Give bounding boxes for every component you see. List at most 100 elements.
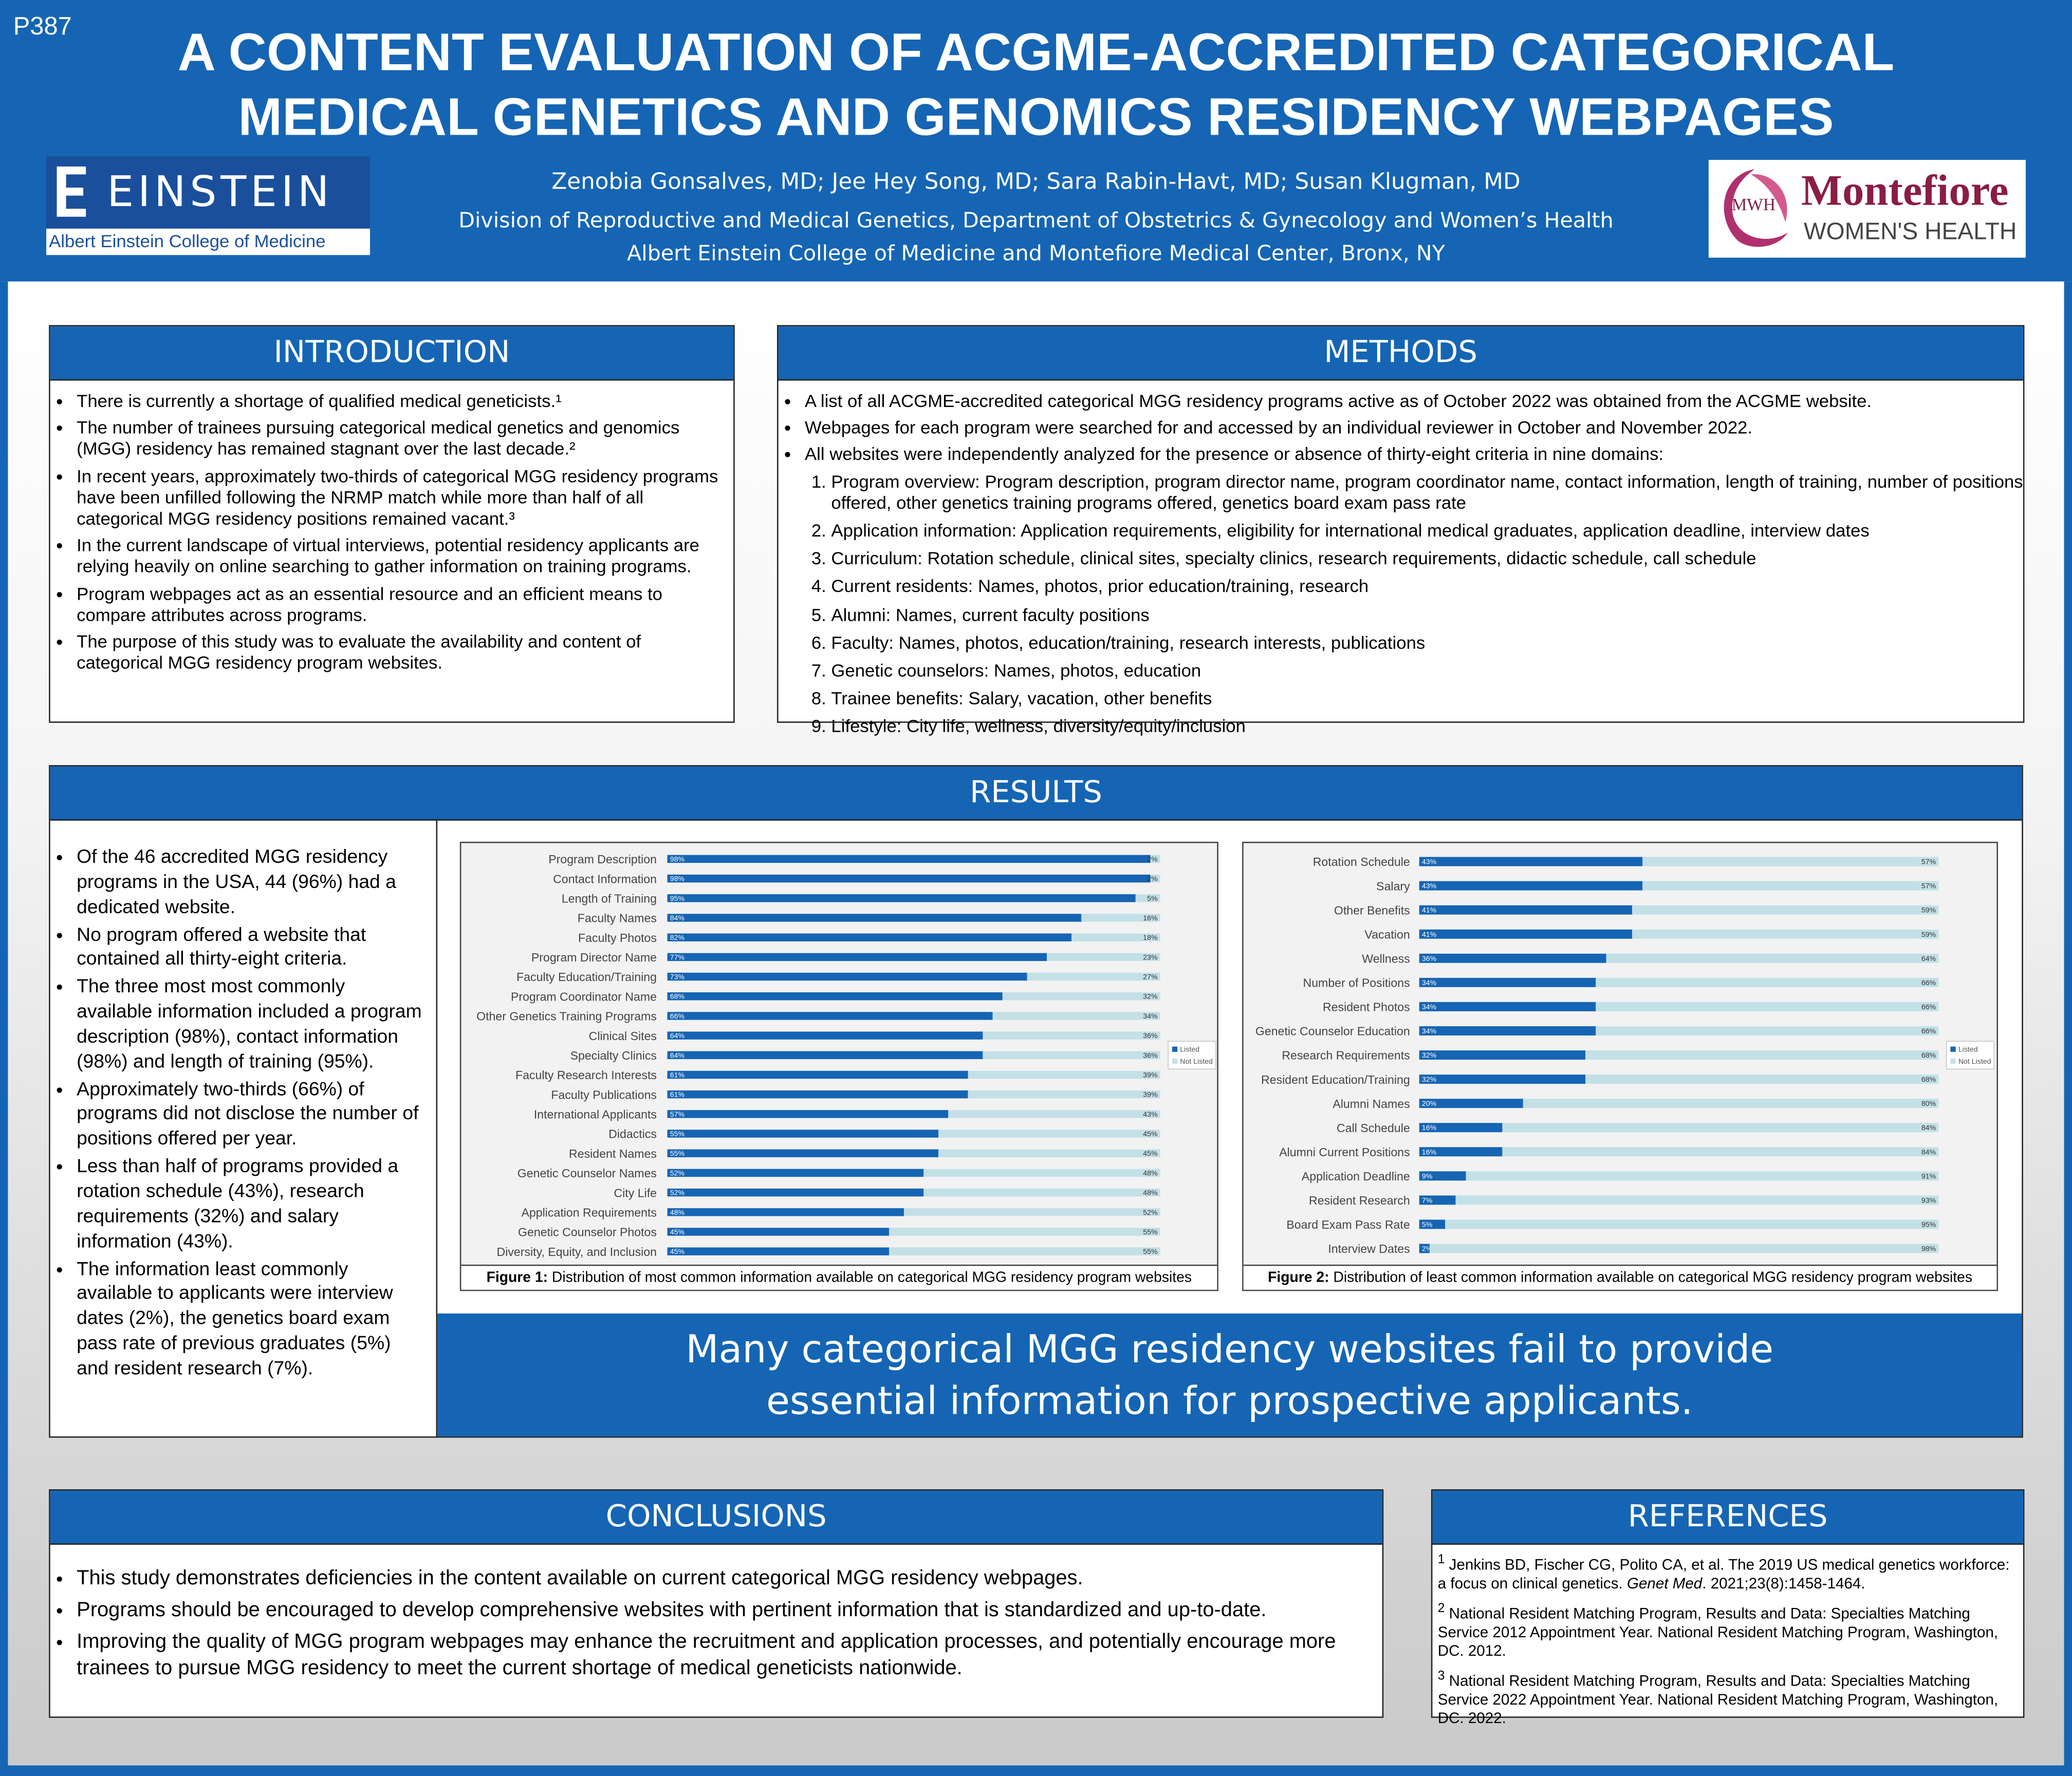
category-label: Faculty Research Interests [515,1068,657,1082]
bar-segment [1419,977,1596,987]
reference-marker: 2 [1437,1601,1445,1616]
category-label: Faculty Publications [551,1088,657,1101]
reference-text: National Resident Matching Program, Resu… [1437,1606,1999,1660]
list-item: Approximately two-thirds (66%) of progra… [77,1078,425,1152]
bar-segment [983,1031,1160,1040]
bar-segment [992,1012,1160,1020]
category-label: Genetic Counselor Names [517,1167,657,1180]
bar-segment [889,1228,1160,1236]
category-label: Program Director Name [531,951,657,964]
value-label: 57% [1921,882,1936,890]
bar-segment [1419,1147,1503,1157]
list-item: Lifestyle: City life, wellness, diversit… [831,716,2023,738]
value-label: 68% [670,992,685,1001]
value-label: 64% [670,1051,685,1059]
bar-segment [1081,914,1160,922]
list-item: This study demonstrates deficiencies in … [77,1566,1372,1593]
list-item: The number of trainees pursuing categori… [77,418,723,460]
bar-segment [1596,1026,1939,1035]
bar-segment [1502,1147,1939,1157]
bar-segment [938,1149,1160,1157]
list-item: Less than half of programs provided a ro… [77,1155,425,1255]
value-label: 45% [670,1247,685,1255]
bar-segment [1071,933,1160,941]
category-label: Application Deadline [1302,1170,1410,1183]
value-label: 66% [1921,978,1936,987]
bar-segment [667,953,1047,961]
logo-subtitle: Albert Einstein College of Medicine [49,231,326,251]
bar-segment [1523,1099,1939,1108]
value-label: 91% [1921,1172,1936,1180]
bar-segment [1419,929,1633,939]
figure: Figure 1: Distribution of most common in… [459,842,1218,1291]
value-label: 41% [1422,930,1437,938]
reference: 3 National Resident Matching Program, Re… [1438,1669,2015,1729]
bullet-list: This study demonstrates deficiencies in … [50,1545,1382,1683]
category-label: Genetic Counselor Photos [518,1226,657,1239]
bar-segment [667,992,1003,1001]
logo-name: EINSTEIN [107,166,334,217]
affiliation: Division of Reproductive and Medical Gen… [0,203,2072,270]
reference: 2 National Resident Matching Program, Re… [1438,1601,2015,1661]
category-label: International Applicants [534,1108,657,1121]
value-label: 7% [1422,1196,1433,1204]
bar-segment [667,1051,983,1059]
reference-text: Jenkins BD, Fischer CG, Polito CA, et al… [1437,1558,2010,1593]
bar-segment [1596,977,1939,987]
category-label: Resident Photos [1323,1001,1410,1014]
figure-caption: Figure 1: Distribution of most common in… [461,1264,1217,1290]
bar-segment [667,1130,939,1138]
category-label: Interview Dates [1328,1242,1410,1255]
section-heading: CONCLUSIONS [50,1490,1382,1545]
category-label: Didactics [608,1127,657,1141]
chart: Program Description 98% 2% Contact Informat… [476,853,1216,1259]
value-label: 2% [1147,875,1158,883]
value-label: 68% [1921,1051,1936,1059]
bar-segment [1419,1002,1596,1011]
chart: Rotation Schedule 43% 57% Salary 43% 57% Other… [1255,855,1994,1255]
list-item: No program offered a website that contai… [77,923,425,973]
bar-segment [1585,1050,1939,1060]
conclusions-panel: CONCLUSIONS This study demonstrates defi… [49,1489,1384,1718]
bar-segment [1632,905,1939,915]
bar-segment [667,855,1151,863]
affiliation-line: Division of Reproductive and Medical Gen… [458,207,1614,233]
value-label: 55% [1143,1247,1158,1255]
logo-emblem [57,166,86,217]
title: A CONTENT EVALUATION OF ACGME-ACCREDITED… [0,21,2072,151]
list-item: Program overview: Program description, p… [831,471,2023,514]
einstein-logo: EINSTEIN Albert Einstein College of Medi… [46,156,370,255]
value-label: 52% [670,1169,685,1177]
logo-band [46,156,370,229]
bar-segment [1419,1219,1446,1229]
category-label: Other Benefits [1334,903,1410,917]
value-label: 20% [1422,1099,1437,1107]
category-label: Clinical Sites [589,1029,657,1043]
value-label: 84% [670,914,685,922]
bar-segment [1419,905,1633,915]
bullet-list: There is currently a shortage of qualifi… [50,381,733,675]
category-label: Specialty Clinics [570,1049,657,1062]
value-label: 61% [670,1070,685,1079]
value-label: 18% [1143,933,1158,941]
results-panel: RESULTS Of the 46 accredited MGG residen… [49,765,2023,1438]
bar-segment [1150,855,1160,863]
bullet-list: A list of all ACGME-accredited categoric… [779,381,2023,466]
references-panel: REFERENCES 1 Jenkins BD, Fischer CG, Pol… [1431,1489,2025,1727]
value-label: 39% [1143,1070,1158,1079]
value-label: 9% [1422,1172,1433,1180]
reference-marker: 3 [1437,1668,1445,1683]
bar-segment [667,894,1136,902]
list-item: All websites were independently analyzed… [805,445,2012,466]
category-label: Alumni Current Positions [1279,1145,1410,1159]
list-item: The three most most commonly available i… [77,975,425,1075]
value-label: 66% [1921,1003,1936,1011]
value-label: 59% [1921,930,1936,938]
caption-text: Distribution of most common information … [551,1270,1192,1286]
legend-box [1168,1041,1216,1069]
list-item: Improving the quality of MGG program web… [77,1630,1372,1683]
value-label: 16% [1422,1123,1437,1132]
authors: Zenobia Gonsalves, MD; Jee Hey Song, MD;… [551,169,1521,196]
value-label: 43% [1422,858,1437,866]
bar-segment [1419,1171,1466,1181]
